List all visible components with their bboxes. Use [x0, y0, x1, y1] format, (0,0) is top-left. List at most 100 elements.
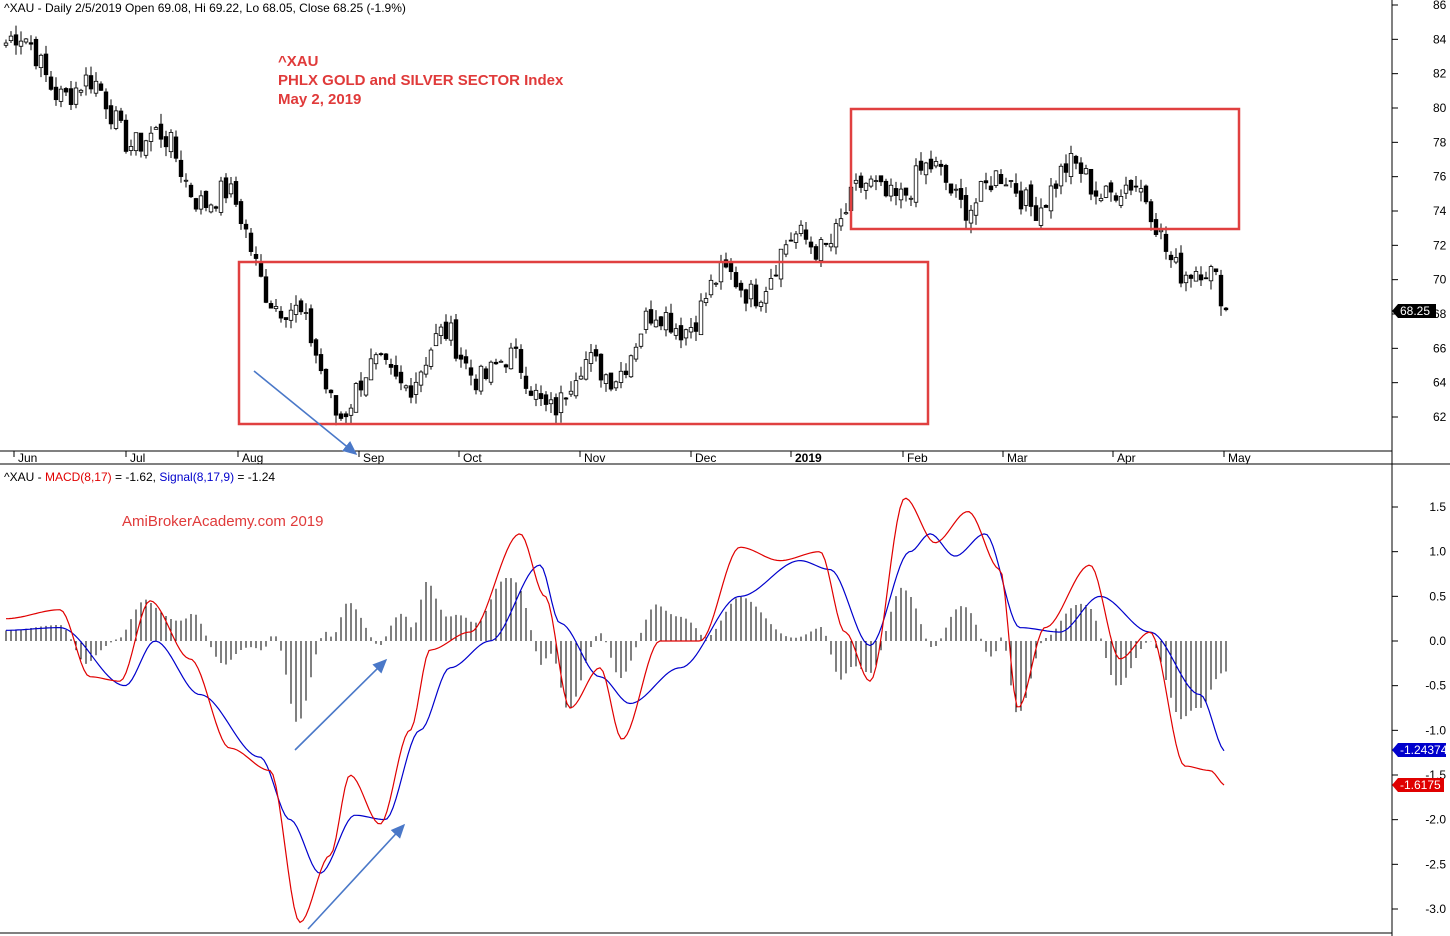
candle-body [688, 327, 694, 333]
candle-body [168, 132, 174, 153]
candle-body [648, 309, 654, 324]
candle-body [838, 218, 844, 227]
macd-y-tick-label: -1.0 [1425, 723, 1446, 737]
candle-body [1003, 184, 1009, 187]
macd-y-tick-label: 1.0 [1429, 545, 1446, 559]
candle-body [1158, 229, 1164, 233]
x-tick-label: 2019 [795, 451, 822, 465]
signal-line [6, 533, 1225, 874]
price-y-tick-label: 66 [1433, 341, 1447, 355]
candle-body [388, 363, 394, 368]
candle-body [613, 381, 619, 389]
candle-body [863, 182, 869, 191]
candle-body [438, 326, 444, 336]
price-y-axis: 62 64 66 68 70 72 74 76 78 80 82 84 86 [1392, 0, 1447, 424]
candle-body [773, 274, 779, 277]
candle-body [123, 119, 129, 152]
candle-body [98, 83, 104, 91]
candle-body [1208, 266, 1214, 282]
candle-body [408, 385, 414, 398]
macd-y-tick-label: 0.5 [1429, 589, 1446, 603]
candle-body [543, 394, 549, 405]
candle-body [23, 38, 29, 43]
candle-body [18, 40, 24, 47]
candle-body [223, 177, 229, 199]
candle-body [1028, 184, 1034, 207]
candle-body [108, 105, 114, 125]
candle-body [758, 301, 764, 307]
candle-body [1043, 204, 1049, 208]
candle-body [938, 163, 944, 167]
candle-body [813, 246, 819, 260]
candle-body [158, 123, 164, 140]
candle-body [638, 333, 644, 347]
candle-body [538, 393, 544, 400]
candle-body [238, 201, 244, 224]
candle-body [503, 364, 509, 368]
candle-body [753, 284, 759, 307]
candle-body [1103, 185, 1109, 198]
price-y-tick-label: 78 [1433, 135, 1447, 149]
candle-body [498, 360, 504, 363]
macd-y-axis: -3.0-2.5-2.0-1.5-1.0-0.50.00.51.01.5 [1392, 500, 1446, 916]
candle-body [818, 239, 824, 261]
candle-body [718, 261, 724, 283]
candle-body [28, 42, 34, 45]
candle-body [533, 389, 539, 400]
candle-body [1008, 180, 1014, 182]
candle-body [398, 371, 404, 384]
candle-body [78, 89, 84, 93]
macd-y-tick-label: -2.5 [1425, 857, 1446, 871]
candle-body [403, 385, 409, 389]
candle-body [363, 377, 369, 396]
last-price-badge: 68.25 [1392, 304, 1436, 318]
candle-body [888, 184, 894, 197]
x-tick-label: Jun [18, 451, 37, 465]
candle-body [573, 380, 579, 397]
candle-body [323, 368, 329, 390]
candle-body [348, 407, 354, 416]
candle-body [428, 349, 434, 367]
candle-body [743, 289, 749, 304]
candle-body [783, 244, 789, 255]
price-y-tick-label: 84 [1433, 32, 1447, 46]
macd-y-tick-label: 0.0 [1429, 634, 1446, 648]
candle-body [213, 206, 219, 209]
candle-body [488, 361, 494, 383]
price-y-tick-label: 64 [1433, 376, 1447, 390]
price-x-axis: Jun Jul Aug Sep Oct Nov Dec 2019 Feb Mar Apr May [13, 451, 1251, 465]
macd-y-tick-label: -2.0 [1425, 813, 1446, 827]
candle-body [843, 212, 849, 215]
candle-body [68, 88, 74, 105]
candle-body [1138, 188, 1144, 193]
x-tick-label: Apr [1117, 451, 1136, 465]
candle-body [443, 321, 449, 339]
candle-body [463, 356, 469, 364]
candle-body [298, 300, 304, 313]
candle-body [553, 397, 559, 416]
candle-body [1223, 307, 1229, 311]
candle-body [1183, 274, 1189, 284]
candle-body [203, 190, 209, 208]
header-symbol: ^XAU [4, 1, 34, 15]
candle-body [1013, 183, 1019, 194]
candle-body [423, 364, 429, 375]
candle-body [263, 276, 269, 303]
candle-body [233, 181, 239, 205]
candle-body [1058, 165, 1064, 187]
candle-body [1108, 182, 1114, 193]
candle-body [1093, 190, 1099, 197]
macd-y-tick-label: -3.0 [1425, 902, 1446, 916]
candle-body [588, 352, 594, 364]
macd-header-macd-label: MACD(8,17) [45, 470, 112, 484]
candle-body [243, 223, 249, 230]
annotation-brand: AmiBrokerAcademy.com 2019 [122, 513, 323, 530]
candle-body [943, 164, 949, 183]
candle-body [1068, 153, 1074, 177]
signal-last-badge: -1.24374 [1392, 743, 1448, 757]
x-tick-label: Jul [130, 451, 145, 465]
candle-body [528, 390, 534, 396]
candle-body [548, 399, 554, 405]
candle-body [853, 179, 859, 184]
candle-body [668, 312, 674, 333]
